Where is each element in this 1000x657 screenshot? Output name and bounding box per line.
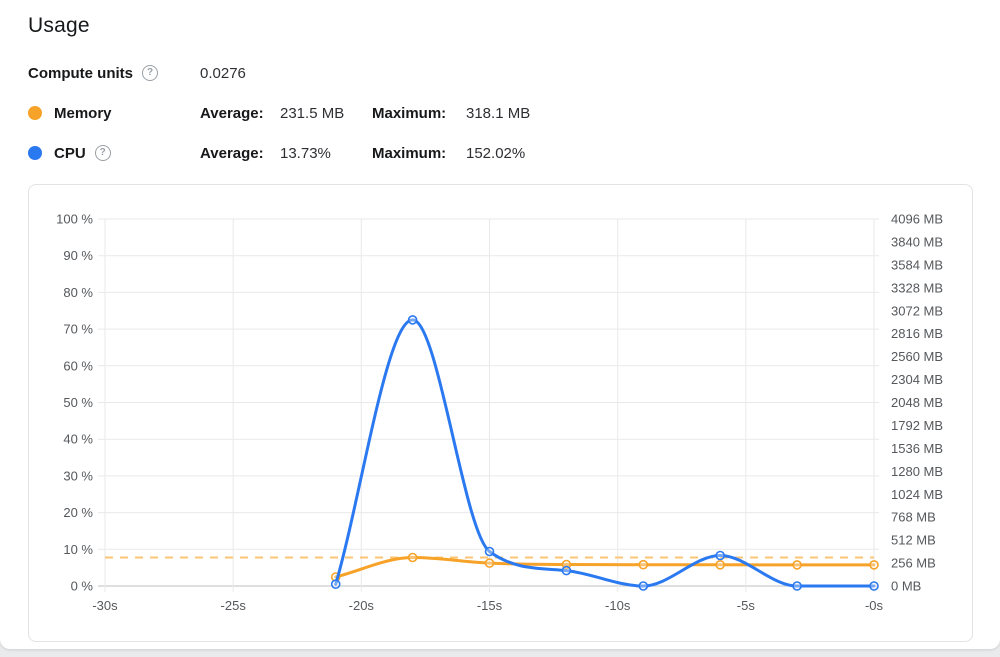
y-axis-left-tick-label: 30 % — [63, 468, 93, 483]
y-axis-left-tick-label: 70 % — [63, 322, 93, 337]
y-axis-right-tick-label: 1024 MB — [891, 487, 943, 502]
cpu-line — [334, 318, 876, 588]
usage-chart-panel: 0 % 10 % 20 % 30 % 40 % 50 % 60 % 70 % 80 % 90 % 1… — [28, 184, 973, 642]
memory-average-label: Average: — [200, 104, 264, 122]
memory-legend-label: Memory — [54, 104, 112, 122]
y-axis-right-tick-label: 768 MB — [891, 510, 936, 525]
y-axis-right-tick-label: 2048 MB — [891, 395, 943, 410]
y-axis-right-tick-label: 3584 MB — [891, 257, 943, 272]
cpu-help-icon[interactable]: ? — [94, 145, 111, 161]
memory-legend-row: Memory Average: 231.5 MB Maximum: 318.1 … — [28, 104, 1000, 122]
compute-units-label: Compute units — [28, 64, 133, 82]
y-axis-right-tick-label: 2816 MB — [891, 326, 943, 341]
y-axis-right-tick-label: 512 MB — [891, 533, 936, 548]
memory-data-point[interactable] — [484, 558, 495, 568]
memory-data-point[interactable] — [407, 552, 418, 563]
memory-line — [334, 556, 876, 579]
cpu-data-point[interactable] — [330, 579, 341, 590]
y-axis-right-tick-label: 256 MB — [891, 556, 936, 571]
cpu-data-point[interactable] — [792, 581, 802, 591]
y-axis-left-tick-label: 0 % — [71, 579, 94, 594]
y-axis-right-tick-label: 3072 MB — [891, 303, 943, 318]
cpu-data-point[interactable] — [638, 581, 649, 591]
cpu-legend-cell: CPU ? — [28, 145, 200, 162]
y-axis-left-tick-label: 90 % — [63, 248, 93, 263]
memory-data-point[interactable] — [638, 559, 649, 570]
y-axis-right-tick-label: 4096 MB — [891, 212, 943, 227]
cpu-data-point[interactable] — [484, 546, 495, 557]
memory-maximum-label: Maximum: — [372, 104, 447, 122]
cpu-data-point[interactable] — [715, 550, 726, 561]
y-axis-right-tick-label: 2304 MB — [891, 372, 943, 387]
y-axis-right-tick-label: 2560 MB — [891, 349, 943, 364]
y-axis-left-tick-label: 60 % — [63, 358, 93, 373]
cpu-data-point[interactable] — [561, 565, 572, 576]
cpu-data-point[interactable] — [869, 581, 879, 591]
memory-legend-dot — [28, 106, 42, 120]
memory-data-point[interactable] — [792, 560, 802, 570]
cpu-legend-label: CPU — [54, 144, 86, 162]
memory-data-point[interactable] — [715, 559, 726, 570]
compute-units-value: 0.0276 — [200, 64, 246, 82]
y-axis-left-tick-label: 100 % — [56, 212, 93, 227]
page-title: Usage — [28, 14, 90, 37]
cpu-maximum-value: 152.02% — [466, 144, 526, 162]
memory-legend-cell: Memory — [28, 105, 200, 122]
y-axis-right-tick-label: 1280 MB — [891, 464, 943, 479]
y-axis-left-tick-label: 20 % — [63, 505, 93, 520]
cpu-average-label: Average: — [200, 144, 264, 162]
memory-maximum-value: 318.1 MB — [466, 104, 531, 122]
cpu-legend-dot — [28, 146, 42, 160]
y-axis-left-tick-label: 40 % — [63, 432, 93, 447]
x-axis-tick-label: -0s — [865, 598, 884, 613]
y-axis-left-tick-label: 10 % — [63, 542, 93, 557]
x-axis-tick-label: -20s — [349, 598, 375, 613]
x-axis-tick-label: -5s — [737, 598, 756, 613]
x-axis-tick-label: -15s — [477, 598, 503, 613]
compute-units-row: Compute units ? 0.0276 — [28, 64, 1000, 82]
memory-average-value: 231.5 MB — [280, 104, 345, 122]
cpu-average-value: 13.73% — [280, 144, 331, 162]
x-axis-tick-label: -30s — [92, 598, 118, 613]
compute-units-cell: Compute units ? — [28, 65, 200, 82]
y-axis-right-tick-label: 3328 MB — [891, 280, 943, 295]
x-axis-tick-label: -10s — [605, 598, 631, 613]
y-axis-right-tick-label: 0 MB — [891, 579, 921, 594]
cpu-data-point[interactable] — [407, 315, 418, 325]
compute-units-help-icon[interactable]: ? — [142, 65, 158, 81]
y-axis-right-tick-label: 1536 MB — [891, 441, 943, 456]
usage-chart: 0 % 10 % 20 % 30 % 40 % 50 % 60 % 70 % 80 % 90 % 1… — [56, 212, 943, 614]
cpu-legend-row: CPU ? Average: 13.73% Maximum: 152.02% — [28, 144, 1000, 162]
x-axis-tick-label: -25s — [221, 598, 247, 613]
y-axis-left-tick-label: 80 % — [63, 285, 93, 300]
y-axis-right-tick-label: 3840 MB — [891, 234, 943, 249]
y-axis-left-tick-label: 50 % — [63, 395, 93, 410]
y-axis-right-tick-label: 1792 MB — [891, 418, 943, 433]
memory-data-point[interactable] — [869, 560, 879, 570]
cpu-maximum-label: Maximum: — [372, 144, 447, 162]
